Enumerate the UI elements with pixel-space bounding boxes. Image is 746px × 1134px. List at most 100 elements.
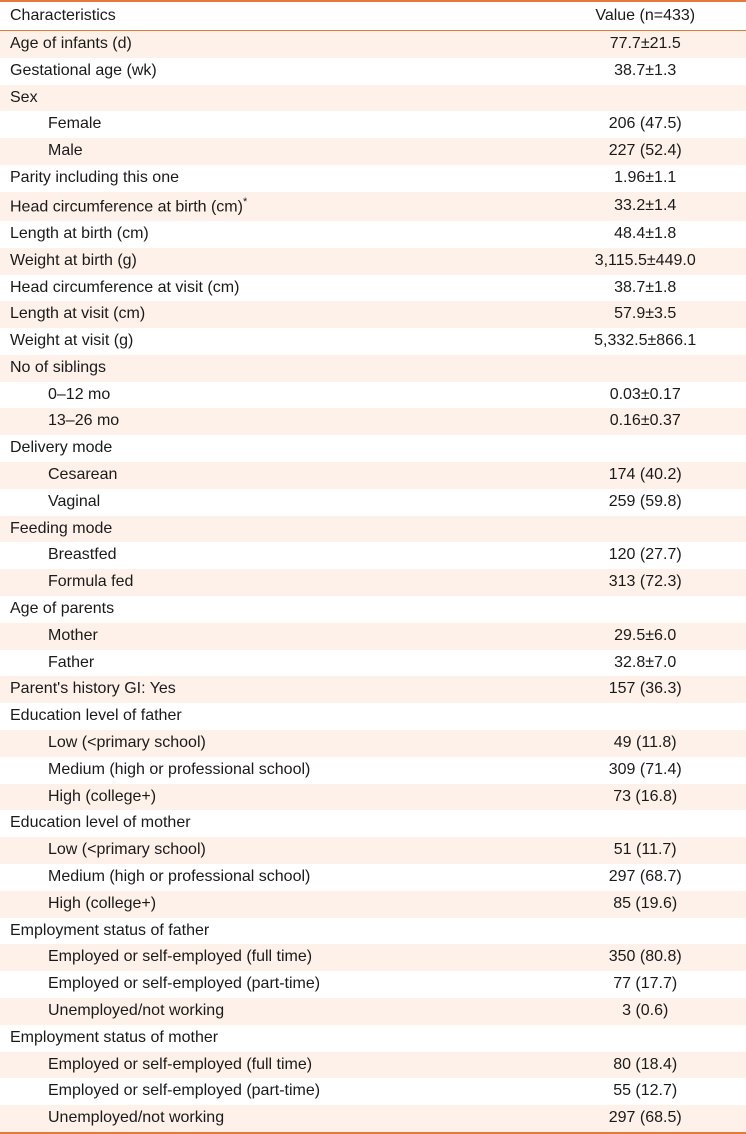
characteristic-cell: Gestational age (wk) xyxy=(0,58,544,85)
characteristic-cell: Employed or self-employed (full time) xyxy=(0,1052,544,1079)
value-cell xyxy=(544,1025,746,1052)
value-cell: 206 (47.5) xyxy=(544,111,746,138)
characteristic-cell: Feeding mode xyxy=(0,516,544,543)
table-row: Weight at birth (g)3,115.5±449.0 xyxy=(0,248,746,275)
characteristic-cell: Weight at birth (g) xyxy=(0,248,544,275)
footnote-marker: * xyxy=(243,196,247,208)
characteristic-cell: High (college+) xyxy=(0,891,544,918)
value-cell: 51 (11.7) xyxy=(544,837,746,864)
value-cell xyxy=(544,810,746,837)
value-cell: 57.9±3.5 xyxy=(544,301,746,328)
table-row: Age of infants (d)77.7±21.5 xyxy=(0,31,746,58)
table-row: Vaginal259 (59.8) xyxy=(0,489,746,516)
value-cell xyxy=(544,703,746,730)
table-row: Weight at visit (g)5,332.5±866.1 xyxy=(0,328,746,355)
table-row: Unemployed/not working3 (0.6) xyxy=(0,998,746,1025)
value-cell: 49 (11.8) xyxy=(544,730,746,757)
characteristic-cell: Length at birth (cm) xyxy=(0,221,544,248)
table-row: Employment status of mother xyxy=(0,1025,746,1052)
header-characteristics: Characteristics xyxy=(0,1,544,31)
value-cell: 38.7±1.3 xyxy=(544,58,746,85)
table-row: Age of parents xyxy=(0,596,746,623)
value-cell: 309 (71.4) xyxy=(544,757,746,784)
characteristic-cell: Employment status of father xyxy=(0,918,544,945)
table-row: Head circumference at visit (cm)38.7±1.8 xyxy=(0,275,746,302)
table-row: Delivery mode xyxy=(0,435,746,462)
characteristic-cell: Unemployed/not working xyxy=(0,998,544,1025)
characteristic-cell: Low (<primary school) xyxy=(0,730,544,757)
value-cell: 1.96±1.1 xyxy=(544,165,746,192)
value-cell: 29.5±6.0 xyxy=(544,623,746,650)
table-row: Medium (high or professional school)309 … xyxy=(0,757,746,784)
characteristic-cell: Female xyxy=(0,111,544,138)
header-value: Value (n=433) xyxy=(544,1,746,31)
table-row: No of siblings xyxy=(0,355,746,382)
value-cell: 0.03±0.17 xyxy=(544,382,746,409)
value-cell: 5,332.5±866.1 xyxy=(544,328,746,355)
characteristic-cell: Medium (high or professional school) xyxy=(0,757,544,784)
table-row: Feeding mode xyxy=(0,516,746,543)
table-row: Low (<primary school)51 (11.7) xyxy=(0,837,746,864)
characteristic-cell: Employed or self-employed (full time) xyxy=(0,944,544,971)
characteristic-cell: Father xyxy=(0,650,544,677)
characteristic-cell: Delivery mode xyxy=(0,435,544,462)
table-row: Head circumference at birth (cm)*33.2±1.… xyxy=(0,192,746,221)
table-row: Gestational age (wk)38.7±1.3 xyxy=(0,58,746,85)
value-cell: 350 (80.8) xyxy=(544,944,746,971)
value-cell xyxy=(544,85,746,112)
value-cell: 313 (72.3) xyxy=(544,569,746,596)
characteristic-cell: Employed or self-employed (part-time) xyxy=(0,1078,544,1105)
value-cell: 0.16±0.37 xyxy=(544,408,746,435)
value-cell: 80 (18.4) xyxy=(544,1052,746,1079)
value-cell xyxy=(544,355,746,382)
characteristic-cell: Medium (high or professional school) xyxy=(0,864,544,891)
table-row: Employment status of father xyxy=(0,918,746,945)
characteristic-cell: Mother xyxy=(0,623,544,650)
table-row: Employed or self-employed (full time)80 … xyxy=(0,1052,746,1079)
table-row: Breastfed120 (27.7) xyxy=(0,542,746,569)
table-row: Length at birth (cm)48.4±1.8 xyxy=(0,221,746,248)
table-row: Education level of father xyxy=(0,703,746,730)
value-cell xyxy=(544,918,746,945)
table-row: Female206 (47.5) xyxy=(0,111,746,138)
table-row: Medium (high or professional school)297 … xyxy=(0,864,746,891)
value-cell xyxy=(544,435,746,462)
table-row: High (college+)73 (16.8) xyxy=(0,784,746,811)
value-cell: 3 (0.6) xyxy=(544,998,746,1025)
characteristic-cell: Low (<primary school) xyxy=(0,837,544,864)
characteristic-cell: Education level of mother xyxy=(0,810,544,837)
table-header-row: Characteristics Value (n=433) xyxy=(0,1,746,31)
table-row: Parent's history GI: Yes157 (36.3) xyxy=(0,676,746,703)
table-row: Employed or self-employed (part-time)55 … xyxy=(0,1078,746,1105)
characteristic-cell: Length at visit (cm) xyxy=(0,301,544,328)
characteristic-cell: Age of parents xyxy=(0,596,544,623)
value-cell: 259 (59.8) xyxy=(544,489,746,516)
table-row: Male227 (52.4) xyxy=(0,138,746,165)
value-cell: 77.7±21.5 xyxy=(544,31,746,58)
table-row: Education level of mother xyxy=(0,810,746,837)
table-row: High (college+)85 (19.6) xyxy=(0,891,746,918)
value-cell: 157 (36.3) xyxy=(544,676,746,703)
table-row: Length at visit (cm)57.9±3.5 xyxy=(0,301,746,328)
characteristic-cell: Head circumference at visit (cm) xyxy=(0,275,544,302)
value-cell: 85 (19.6) xyxy=(544,891,746,918)
characteristic-cell: Head circumference at birth (cm)* xyxy=(0,192,544,221)
characteristic-cell: Employment status of mother xyxy=(0,1025,544,1052)
characteristic-cell: Breastfed xyxy=(0,542,544,569)
value-cell: 38.7±1.8 xyxy=(544,275,746,302)
value-cell xyxy=(544,516,746,543)
value-cell: 33.2±1.4 xyxy=(544,192,746,221)
table-row: 13–26 mo0.16±0.37 xyxy=(0,408,746,435)
value-cell: 174 (40.2) xyxy=(544,462,746,489)
value-cell: 3,115.5±449.0 xyxy=(544,248,746,275)
characteristics-table: Characteristics Value (n=433) Age of inf… xyxy=(0,0,746,1134)
characteristic-cell: 13–26 mo xyxy=(0,408,544,435)
table-row: Parity including this one1.96±1.1 xyxy=(0,165,746,192)
characteristic-cell: Weight at visit (g) xyxy=(0,328,544,355)
characteristic-cell: High (college+) xyxy=(0,784,544,811)
table-row: Father32.8±7.0 xyxy=(0,650,746,677)
characteristic-cell: Age of infants (d) xyxy=(0,31,544,58)
value-cell: 55 (12.7) xyxy=(544,1078,746,1105)
table-row: Sex xyxy=(0,85,746,112)
characteristic-cell: Cesarean xyxy=(0,462,544,489)
